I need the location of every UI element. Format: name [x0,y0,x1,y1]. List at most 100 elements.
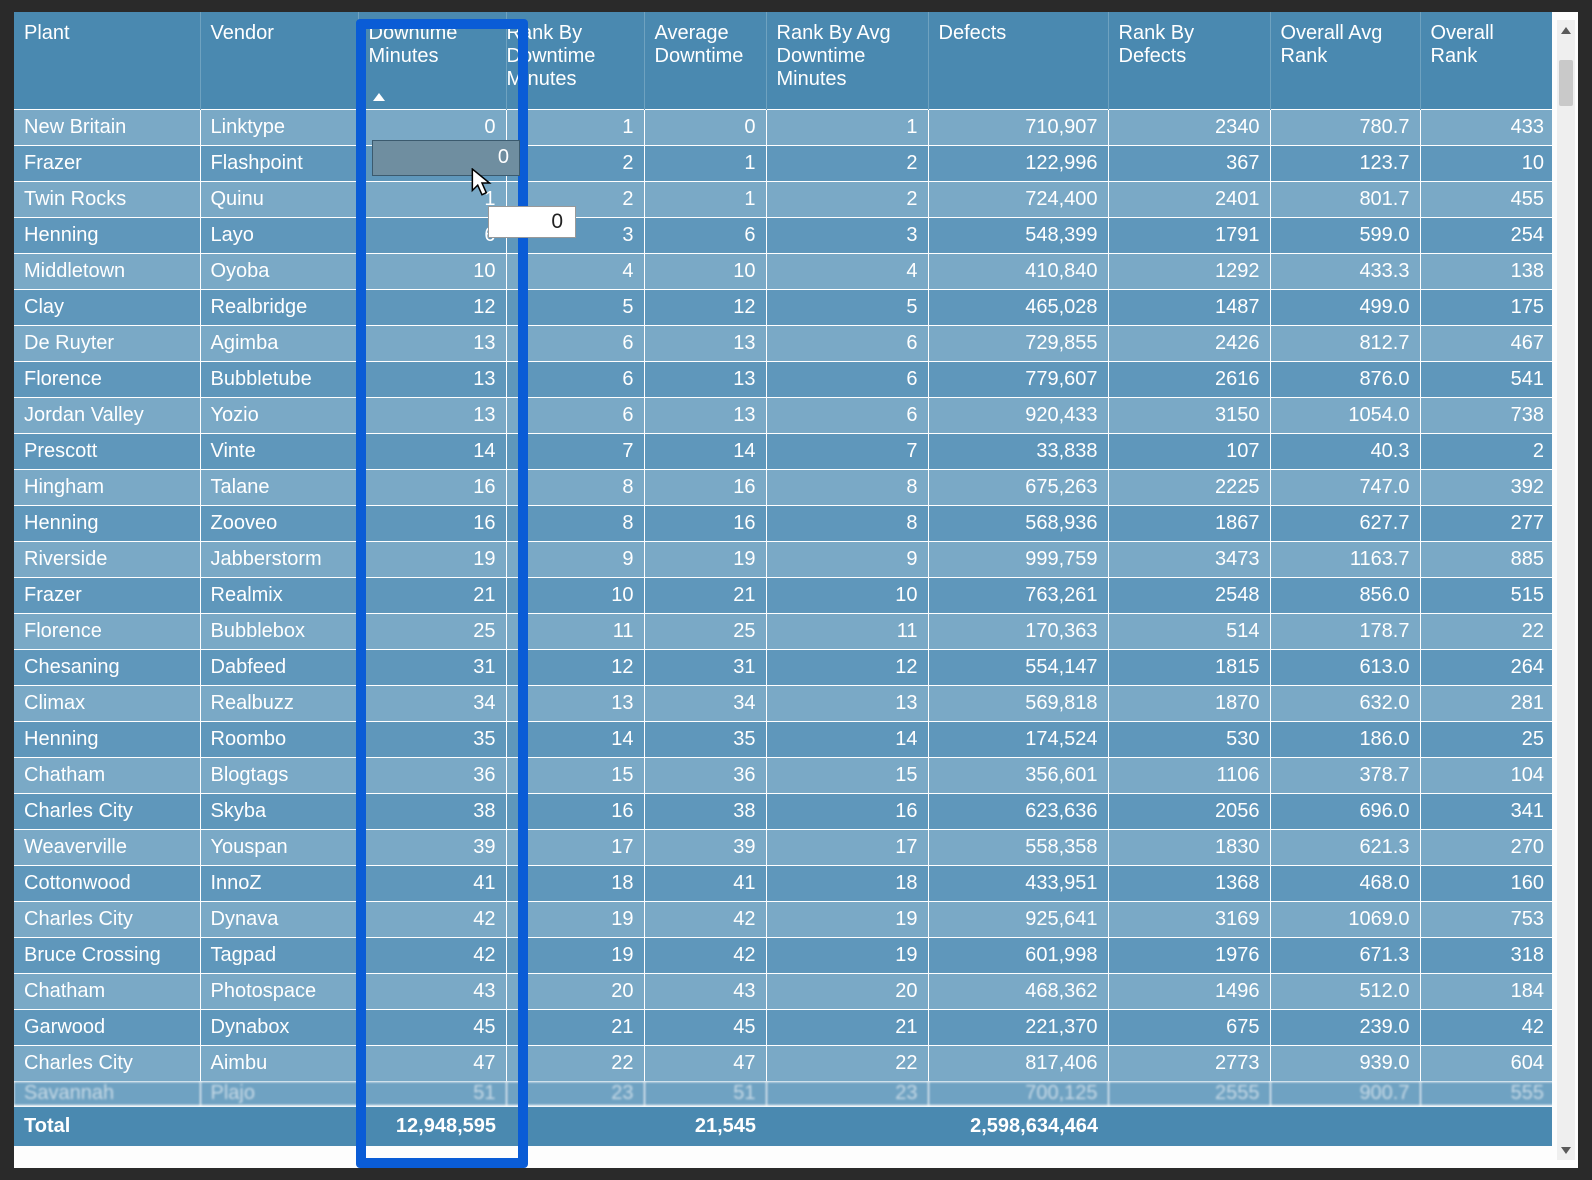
cell-overall_avg_rank[interactable]: 1069.0 [1270,902,1420,938]
cell-rank_avg_downtime[interactable]: 23 [766,1082,928,1107]
table-row[interactable]: ClayRealbridge125125465,0281487499.0175 [14,290,1552,326]
cell-rank_avg_downtime[interactable]: 2 [766,146,928,182]
cell-vendor[interactable]: Realbridge [200,290,358,326]
table-row[interactable]: HenningZooveo168168568,9361867627.7277 [14,506,1552,542]
cell-plant[interactable]: Savannah [14,1082,200,1107]
cell-overall_avg_rank[interactable]: 671.3 [1270,938,1420,974]
table-row[interactable]: De RuyterAgimba136136729,8552426812.7467 [14,326,1552,362]
cell-rank_avg_downtime[interactable]: 6 [766,362,928,398]
cell-rank_defects[interactable]: 530 [1108,722,1270,758]
cell-rank_avg_downtime[interactable]: 6 [766,326,928,362]
column-header-avg_downtime[interactable]: Average Downtime [644,12,766,110]
cell-vendor[interactable]: Bubblebox [200,614,358,650]
table-row[interactable]: FlorenceBubblebox25112511170,363514178.7… [14,614,1552,650]
cell-vendor[interactable]: Agimba [200,326,358,362]
cell-vendor[interactable]: Aimbu [200,1046,358,1082]
cell-rank_downtime[interactable]: 5 [506,290,644,326]
cell-rank_avg_downtime[interactable]: 16 [766,794,928,830]
cell-rank_defects[interactable]: 1791 [1108,218,1270,254]
cell-rank_downtime[interactable]: 13 [506,686,644,722]
scroll-down-button[interactable] [1557,1140,1575,1160]
cell-avg_downtime[interactable]: 13 [644,362,766,398]
cell-avg_downtime[interactable]: 34 [644,686,766,722]
cell-rank_downtime[interactable]: 21 [506,1010,644,1046]
cell-downtime[interactable]: 16 [358,470,506,506]
cell-overall_avg_rank[interactable]: 468.0 [1270,866,1420,902]
cell-defects[interactable]: 763,261 [928,578,1108,614]
column-header-rank_avg_downtime[interactable]: Rank By Avg Downtime Minutes [766,12,928,110]
cell-overall_rank[interactable]: 281 [1420,686,1552,722]
cell-defects[interactable]: 170,363 [928,614,1108,650]
cell-rank_downtime[interactable]: 14 [506,722,644,758]
cell-plant[interactable]: Henning [14,722,200,758]
table-row[interactable]: New BritainLinktype0101710,9072340780.74… [14,110,1552,146]
cell-downtime[interactable]: 6 [358,218,506,254]
cell-downtime[interactable]: 12 [358,290,506,326]
cell-plant[interactable]: Cottonwood [14,866,200,902]
cell-plant[interactable]: Bruce Crossing [14,938,200,974]
cell-overall_avg_rank[interactable]: 1163.7 [1270,542,1420,578]
cell-overall_rank[interactable]: 277 [1420,506,1552,542]
cell-overall_avg_rank[interactable]: 123.7 [1270,146,1420,182]
cell-plant[interactable]: Charles City [14,1046,200,1082]
cell-plant[interactable]: Charles City [14,794,200,830]
cell-defects[interactable]: 724,400 [928,182,1108,218]
cell-plant[interactable]: Hingham [14,470,200,506]
cell-overall_rank[interactable]: 160 [1420,866,1552,902]
cell-downtime[interactable]: 45 [358,1010,506,1046]
cell-rank_avg_downtime[interactable]: 3 [766,218,928,254]
table-row[interactable]: Twin RocksQuinu1212724,4002401801.7455 [14,182,1552,218]
cell-rank_downtime[interactable]: 6 [506,398,644,434]
cell-plant[interactable]: Climax [14,686,200,722]
cell-rank_avg_downtime[interactable]: 13 [766,686,928,722]
cell-vendor[interactable]: Roombo [200,722,358,758]
column-header-overall_avg_rank[interactable]: Overall Avg Rank [1270,12,1420,110]
cell-rank_avg_downtime[interactable]: 8 [766,506,928,542]
cell-avg_downtime[interactable]: 21 [644,578,766,614]
cell-overall_avg_rank[interactable]: 186.0 [1270,722,1420,758]
cell-vendor[interactable]: Plajo [200,1082,358,1107]
cell-vendor[interactable]: Oyoba [200,254,358,290]
cell-overall_avg_rank[interactable]: 499.0 [1270,290,1420,326]
cell-rank_avg_downtime[interactable]: 7 [766,434,928,470]
cell-rank_avg_downtime[interactable]: 18 [766,866,928,902]
cell-vendor[interactable]: Youspan [200,830,358,866]
cell-plant[interactable]: Jordan Valley [14,398,200,434]
cell-downtime[interactable]: 42 [358,938,506,974]
cell-downtime[interactable]: 19 [358,542,506,578]
column-header-overall_rank[interactable]: Overall Rank [1420,12,1552,110]
cell-vendor[interactable]: Linktype [200,110,358,146]
cell-defects[interactable]: 601,998 [928,938,1108,974]
cell-overall_rank[interactable]: 264 [1420,650,1552,686]
cell-downtime[interactable]: 39 [358,830,506,866]
cell-rank_downtime[interactable]: 1 [506,110,644,146]
cell-avg_downtime[interactable]: 1 [644,146,766,182]
cell-avg_downtime[interactable]: 47 [644,1046,766,1082]
cell-vendor[interactable]: Layo [200,218,358,254]
column-header-rank_defects[interactable]: Rank By Defects [1108,12,1270,110]
cell-vendor[interactable]: Dabfeed [200,650,358,686]
cell-downtime[interactable]: 13 [358,326,506,362]
cell-overall_avg_rank[interactable]: 780.7 [1270,110,1420,146]
cell-avg_downtime[interactable]: 43 [644,974,766,1010]
cell-overall_rank[interactable]: 184 [1420,974,1552,1010]
table-row[interactable]: FrazerRealmix21102110763,2612548856.0515 [14,578,1552,614]
cell-overall_rank[interactable]: 753 [1420,902,1552,938]
cell-defects[interactable]: 568,936 [928,506,1108,542]
table-row[interactable]: RiversideJabberstorm199199999,7593473116… [14,542,1552,578]
cell-defects[interactable]: 174,524 [928,722,1108,758]
cell-overall_avg_rank[interactable]: 939.0 [1270,1046,1420,1082]
cell-avg_downtime[interactable]: 14 [644,434,766,470]
cell-vendor[interactable]: Jabberstorm [200,542,358,578]
cell-defects[interactable]: 675,263 [928,470,1108,506]
cell-rank_downtime[interactable]: 2 [506,146,644,182]
table-row[interactable]: Charles CitySkyba38163816623,6362056696.… [14,794,1552,830]
cell-rank_avg_downtime[interactable]: 22 [766,1046,928,1082]
table-row[interactable]: FrazerFlashpoint1212122,996367123.710 [14,146,1552,182]
table-row[interactable]: HenningRoombo35143514174,524530186.025 [14,722,1552,758]
cell-rank_downtime[interactable]: 8 [506,470,644,506]
cell-vendor[interactable]: Flashpoint [200,146,358,182]
cell-rank_defects[interactable]: 675 [1108,1010,1270,1046]
cell-vendor[interactable]: Tagpad [200,938,358,974]
cell-avg_downtime[interactable]: 42 [644,938,766,974]
